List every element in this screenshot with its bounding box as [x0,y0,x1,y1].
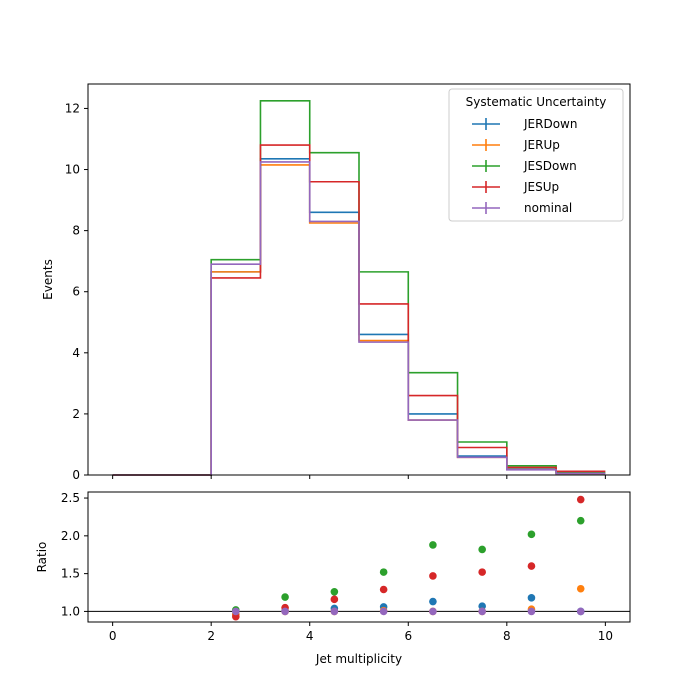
ratio-point-jerdown [527,594,536,602]
x-tick-label: 0 [109,629,117,643]
ratio-panel: 1.0 1.5 2.0 2.5 0 2 4 6 8 10 Ratio Jet multiplicity [35,491,631,666]
ratio-point-jesdown [281,593,289,601]
ratio-y-tick-label: 1.5 [61,567,80,581]
ratio-point-jesup [527,562,536,570]
legend-label-jesdown: JESDown [523,159,577,173]
ratio-point-nominal [330,607,339,616]
histogram-nominal [112,161,606,476]
y-tick-label: 6 [72,285,80,299]
ratio-point-nominal [379,607,388,616]
ratio-point-jesdown [379,568,388,576]
ratio-point-nominal [527,607,536,616]
ratio-point-nominal [429,607,437,616]
ratio-point-jesup [429,572,437,580]
x-tick-label: 8 [503,629,511,643]
ratio-point-jesdown [330,587,339,596]
legend-label-jerup: JERUp [523,138,560,152]
y-tick-label: 12 [65,101,80,115]
ratio-y-tick-label: 2.5 [61,491,80,505]
ratio-point-nominal [576,607,585,616]
ratio-point-jesdown [527,530,536,539]
ratio-point-nominal [478,607,486,616]
ratio-point-jerdown [429,597,437,606]
ratio-axes-frame [87,491,631,623]
legend-box [448,88,624,222]
ratio-point-jesup [379,585,388,594]
ratio-point-jesup [478,568,486,576]
ratio-point-jerdown [478,602,486,610]
ratio-point-jesdown [576,516,585,525]
legend-title: Systematic Uncertainty [466,95,607,109]
main-panel: 0 2 4 6 8 10 12 Events Systematic Uncertainty JER… [41,83,631,482]
y-tick-label: 8 [72,224,80,238]
x-axis-label: Jet multiplicity [315,652,402,666]
ratio-y-tick-label: 2.0 [61,529,80,543]
main-axes-frame [87,83,631,476]
y-tick-label: 4 [72,346,80,360]
ratio-point-jesdown [478,545,486,554]
legend-label-jesup: JESUp [523,180,559,194]
x-tick-label: 2 [207,629,215,643]
legend-label-nominal: nominal [524,201,572,215]
y-tick-label: 10 [65,163,80,177]
ratio-point-jerup [576,584,585,593]
y-tick-label: 0 [72,468,80,482]
ratio-point-jesup [576,495,585,504]
legend: Systematic Uncertainty JERDown JERUp JESDow… [448,88,624,222]
x-tick-label: 4 [306,629,314,643]
y-tick-label: 2 [72,407,80,421]
ratio-point-jesdown [429,541,437,549]
legend-label-jerdown: JERDown [523,117,577,131]
ratio-point-jesup [330,595,339,604]
ratio-y-axis-label: Ratio [35,542,49,573]
ratio-point-jesup [232,612,240,621]
ratio-point-nominal [232,607,240,616]
ratio-point-nominal [281,607,289,616]
y-axis-label: Events [41,259,55,300]
x-tick-label: 6 [404,629,412,643]
ratio-y-tick-label: 1.0 [61,604,80,618]
x-tick-label: 10 [598,629,613,643]
